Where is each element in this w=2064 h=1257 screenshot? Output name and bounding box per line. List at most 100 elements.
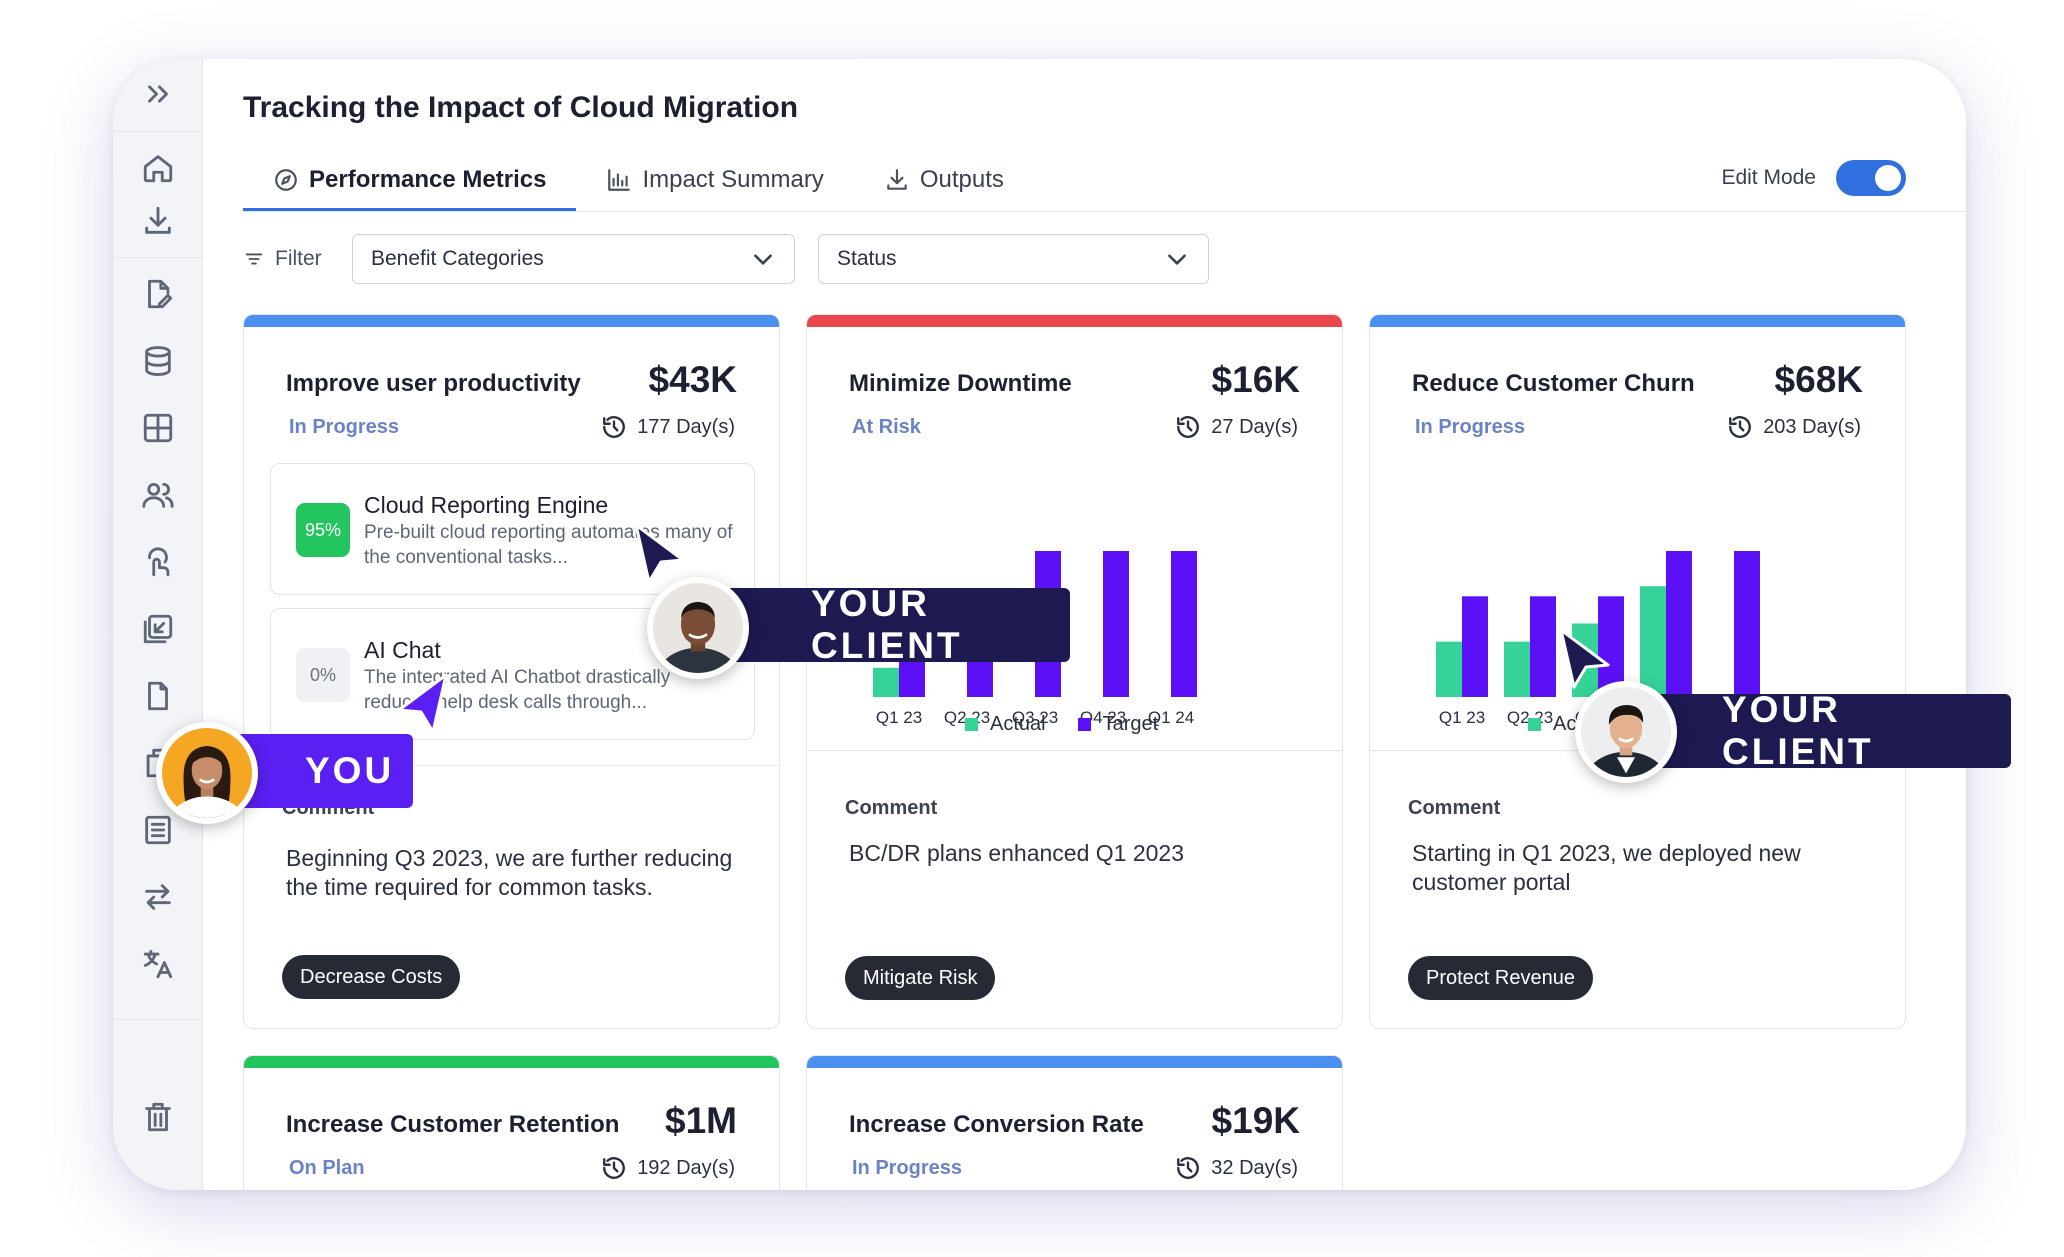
card-divider [807, 750, 1342, 751]
legend-label-target: Target [1102, 713, 1159, 735]
select-value: Status [837, 247, 897, 270]
card-status-bar [807, 315, 1342, 327]
category-chip[interactable]: Protect Revenue [1408, 956, 1593, 1000]
bar-target-q1-24 [1734, 551, 1760, 697]
users-icon[interactable] [113, 470, 203, 520]
person-illustration [1581, 687, 1671, 777]
bar-actual-q4-23 [1640, 586, 1666, 697]
hand-tap-icon[interactable] [113, 537, 203, 587]
legend-swatch-actual [1528, 718, 1541, 731]
bar-target-q1-24 [1171, 551, 1197, 697]
days-text: 27 Day(s) [1211, 415, 1298, 438]
card-value: $19K [1211, 1100, 1300, 1141]
card-days: 32 Day(s) [1175, 1155, 1298, 1181]
tab-label: Outputs [919, 166, 1004, 193]
card-title: Increase Customer Retention [286, 1111, 620, 1138]
import-icon[interactable] [113, 604, 203, 654]
bar-chart-icon [608, 169, 631, 191]
card-status-bar [244, 315, 779, 327]
x-tick-label: Q2 23 [1507, 708, 1553, 727]
x-tick-label: Q4 23 [1080, 708, 1126, 727]
sidebar-divider [113, 257, 203, 258]
legend-swatch-target [1077, 718, 1091, 731]
bar-target-q4-23 [1103, 551, 1129, 697]
tab-label: Performance Metrics [309, 166, 547, 193]
metric-card[interactable]: Reduce Customer Churn $68K In Progress 2… [1369, 314, 1906, 1029]
tab-label: Impact Summary [642, 166, 824, 193]
bar-target-q3-23 [1598, 596, 1624, 697]
comment-text: Starting in Q1 2023, we deployed new cus… [1412, 840, 1801, 895]
transfer-icon[interactable] [113, 872, 203, 922]
legend-swatch-actual [965, 718, 978, 731]
days-text: 203 Day(s) [1763, 415, 1861, 438]
filter-icon [245, 253, 263, 265]
you-avatar [156, 722, 258, 824]
person-illustration [162, 728, 252, 818]
edit-document-icon[interactable] [113, 269, 203, 319]
history-icon [1729, 416, 1752, 438]
progress-badge: 95% [296, 503, 350, 557]
card-days: 27 Day(s) [1175, 414, 1298, 440]
grid-icon[interactable] [113, 403, 203, 453]
list-icon[interactable] [113, 805, 203, 855]
list-item[interactable]: 95% Cloud Reporting Engine Pre-built clo… [270, 463, 755, 595]
edit-mode: Edit Mode [1721, 160, 1906, 196]
home-icon[interactable] [113, 143, 203, 193]
card-value: $1M [665, 1100, 737, 1141]
page-title: Tracking the Impact of Cloud Migration [243, 91, 799, 124]
card-title: Increase Conversion Rate [849, 1111, 1144, 1138]
metric-card[interactable]: Minimize Downtime $16K At Risk 27 Day(s)… [806, 314, 1343, 1029]
card-divider [244, 765, 779, 766]
bar-target-q1-23 [1462, 596, 1488, 697]
legend-label-actual: Actual [990, 713, 1046, 735]
comment-label: Comment [845, 797, 938, 819]
x-tick-label: Q2 23 [944, 708, 990, 727]
file-icon[interactable] [113, 671, 203, 721]
expand-icon[interactable] [113, 69, 203, 119]
tab-outputs[interactable]: Outputs [854, 149, 1034, 211]
card-status-bar [244, 1056, 779, 1068]
filter[interactable]: Filter [243, 247, 322, 271]
trash-icon[interactable] [113, 1092, 203, 1142]
item-name: AI Chat [364, 637, 441, 663]
sidebar [113, 59, 203, 1190]
category-chip[interactable]: Mitigate Risk [845, 956, 996, 1000]
card-days: 177 Day(s) [601, 414, 735, 440]
tab-impact-summary[interactable]: Impact Summary [576, 149, 853, 211]
days-text: 192 Day(s) [637, 1156, 735, 1179]
x-tick-label: Q1 23 [876, 708, 922, 727]
history-icon [603, 1157, 626, 1179]
person-illustration [653, 583, 743, 673]
download-icon[interactable] [113, 196, 203, 246]
card-value: $43K [648, 359, 737, 400]
card-status: In Progress [1415, 416, 1526, 438]
category-chip[interactable]: Decrease Costs [282, 955, 461, 999]
x-tick-label: Q3 23 [1012, 708, 1058, 727]
history-icon [1177, 1157, 1200, 1179]
sidebar-divider [113, 131, 203, 132]
bar-actual-q1-23 [1436, 641, 1462, 697]
database-icon[interactable] [113, 336, 203, 386]
card-title: Improve user productivity [286, 370, 581, 397]
client-label: YOUR CLIENT [1627, 689, 2011, 772]
benefit-categories-select[interactable]: Benefit Categories [352, 234, 795, 284]
card-days: 192 Day(s) [601, 1155, 735, 1181]
progress-badge: 0% [296, 648, 350, 702]
metric-card[interactable]: Increase Conversion Rate $19K In Progres… [806, 1055, 1343, 1190]
edit-mode-label: Edit Mode [1721, 166, 1816, 189]
x-tick-label: Q1 23 [1439, 708, 1485, 727]
bar-target-q4-23 [1666, 551, 1692, 697]
tab-performance-metrics[interactable]: Performance Metrics [243, 149, 577, 212]
translate-icon[interactable] [113, 939, 203, 989]
chart-legend: Actual Target [965, 713, 1158, 736]
bar-chart: Q1 23 Q2 23 Q3 23 Q4 23 Q1 24 [873, 551, 1197, 727]
comment-label: Comment [1408, 797, 1501, 819]
item-name: Cloud Reporting Engine [364, 492, 609, 518]
card-days: 203 Day(s) [1727, 414, 1861, 440]
status-select[interactable]: Status [818, 234, 1209, 284]
comment-text: Beginning Q3 2023, we are further reduci… [286, 845, 733, 900]
bar-actual-q2-23 [1504, 641, 1530, 697]
card-title: Minimize Downtime [849, 370, 1072, 397]
metric-card[interactable]: Increase Customer Retention $1M On Plan … [243, 1055, 780, 1190]
edit-mode-toggle[interactable] [1836, 160, 1906, 196]
